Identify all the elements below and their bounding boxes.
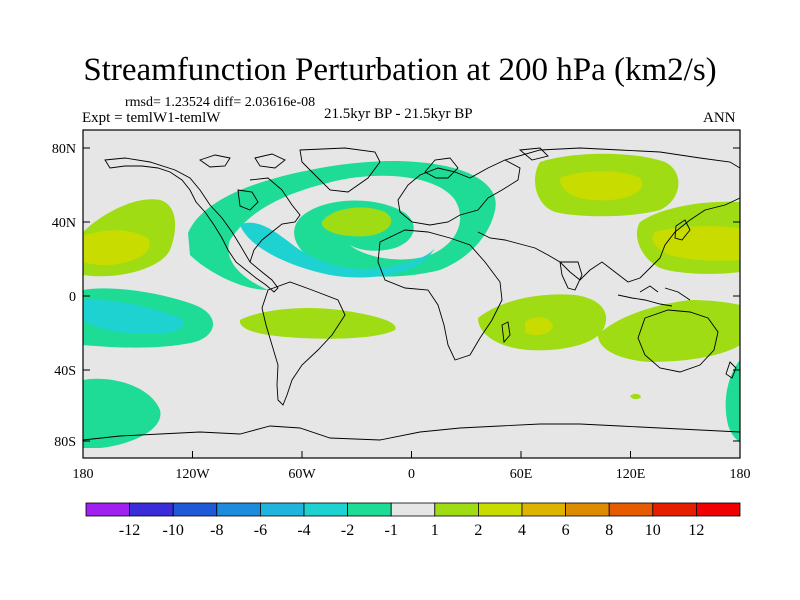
colorbar-label: -6 [254,522,267,539]
y-tick-label: 80N [52,142,76,157]
coastlines [83,147,740,441]
y-tick-label: 40N [52,216,76,231]
colorbar-label: -1 [385,522,398,539]
southern-ocean-negative-east [725,360,740,442]
colorbar-label: -10 [163,522,184,539]
australia-coast [637,309,719,373]
north-america-coast [104,157,279,293]
colorbar-swatch [390,502,436,517]
scandinavia [424,157,459,179]
africa-coast [377,229,503,361]
antarctica-coast [83,423,740,441]
siberia-strong-positive [560,171,643,201]
colorbar-swatch [652,502,697,517]
colorbar-label: -8 [210,522,223,539]
colorbar-swatch [565,502,610,517]
arctic-islands [199,147,549,169]
colorbar-swatch [608,502,654,517]
x-tick-label: 180 [730,467,751,482]
colorbar-swatch [259,502,305,517]
tick-marks [82,147,741,458]
greenland [299,147,381,193]
y-tick-label: 0 [69,290,76,305]
x-tick-label: 0 [408,467,415,482]
colorbar-swatch [521,502,566,517]
colorbar-label: 12 [688,522,704,539]
colorbar-labels: -12 -10 -8 -6 -4 -2 -1 1 2 4 6 8 10 12 [119,522,704,539]
south-atlantic-positive [239,308,396,339]
indonesia [617,285,691,307]
y-tick-label: 80S [54,435,76,450]
x-tick-label: 60E [510,467,533,482]
south-america-coast [261,281,346,406]
australia-positive [598,300,740,362]
south-pacific-strong-negative [83,299,184,335]
india [559,261,583,291]
colorbar-swatch [216,502,261,517]
colorbar-swatch [303,502,348,517]
southern-ocean-negative [83,378,161,448]
arctic-east-positive [728,208,740,222]
colorbar-label: 4 [518,522,526,539]
japan [674,219,691,241]
stats-label: rmsd= 1.23524 diff= 2.03616e-08 [125,95,316,110]
colorbar-swatch [129,502,174,517]
pacific-north-strong-positive [83,230,150,266]
colorbar-label: 10 [645,522,661,539]
colorbar [85,502,741,517]
colorbar-label: -4 [297,522,310,539]
colorbar-label: 6 [562,522,570,539]
colorbar-label: 2 [474,522,482,539]
colorbar-label: 8 [605,522,613,539]
colorbar-label: -12 [119,522,140,539]
europe-coast [397,159,521,226]
x-tick-label: 120E [616,467,646,482]
colorbar-swatch [347,502,392,517]
x-tick-label: 60W [288,467,316,482]
asia-coast [477,147,740,283]
experiment-label: Expt = temlW1-temlW [82,110,221,126]
season-label: ANN [703,110,736,126]
pacific-west-strong-positive [652,226,740,261]
madagascar [501,321,511,344]
chart-title: Streamfunction Perturbation at 200 hPa (… [83,52,717,88]
colorbar-swatch [477,502,523,517]
x-tick-label: 180 [73,467,94,482]
period-label: 21.5kyr BP - 21.5kyr BP [324,106,473,122]
colorbar-swatch [696,502,741,517]
new-zealand [725,361,737,379]
indian-ocean-strong-positive [525,317,553,336]
colorbar-label: -2 [341,522,354,539]
colorbar-label: 1 [431,522,439,539]
atlantic-positive-core [321,207,392,237]
atlantic-strong-negative [240,222,435,278]
x-tick-label: 120W [175,467,210,482]
hudson-bay [237,189,259,211]
colorbar-swatch [85,502,130,517]
north-america-east-coast [249,177,301,263]
colorbar-swatch [172,502,218,517]
colorbar-swatch [434,502,479,517]
contour-fields [83,147,740,448]
small-positive-patch [630,393,641,400]
y-tick-label: 40S [54,364,76,379]
